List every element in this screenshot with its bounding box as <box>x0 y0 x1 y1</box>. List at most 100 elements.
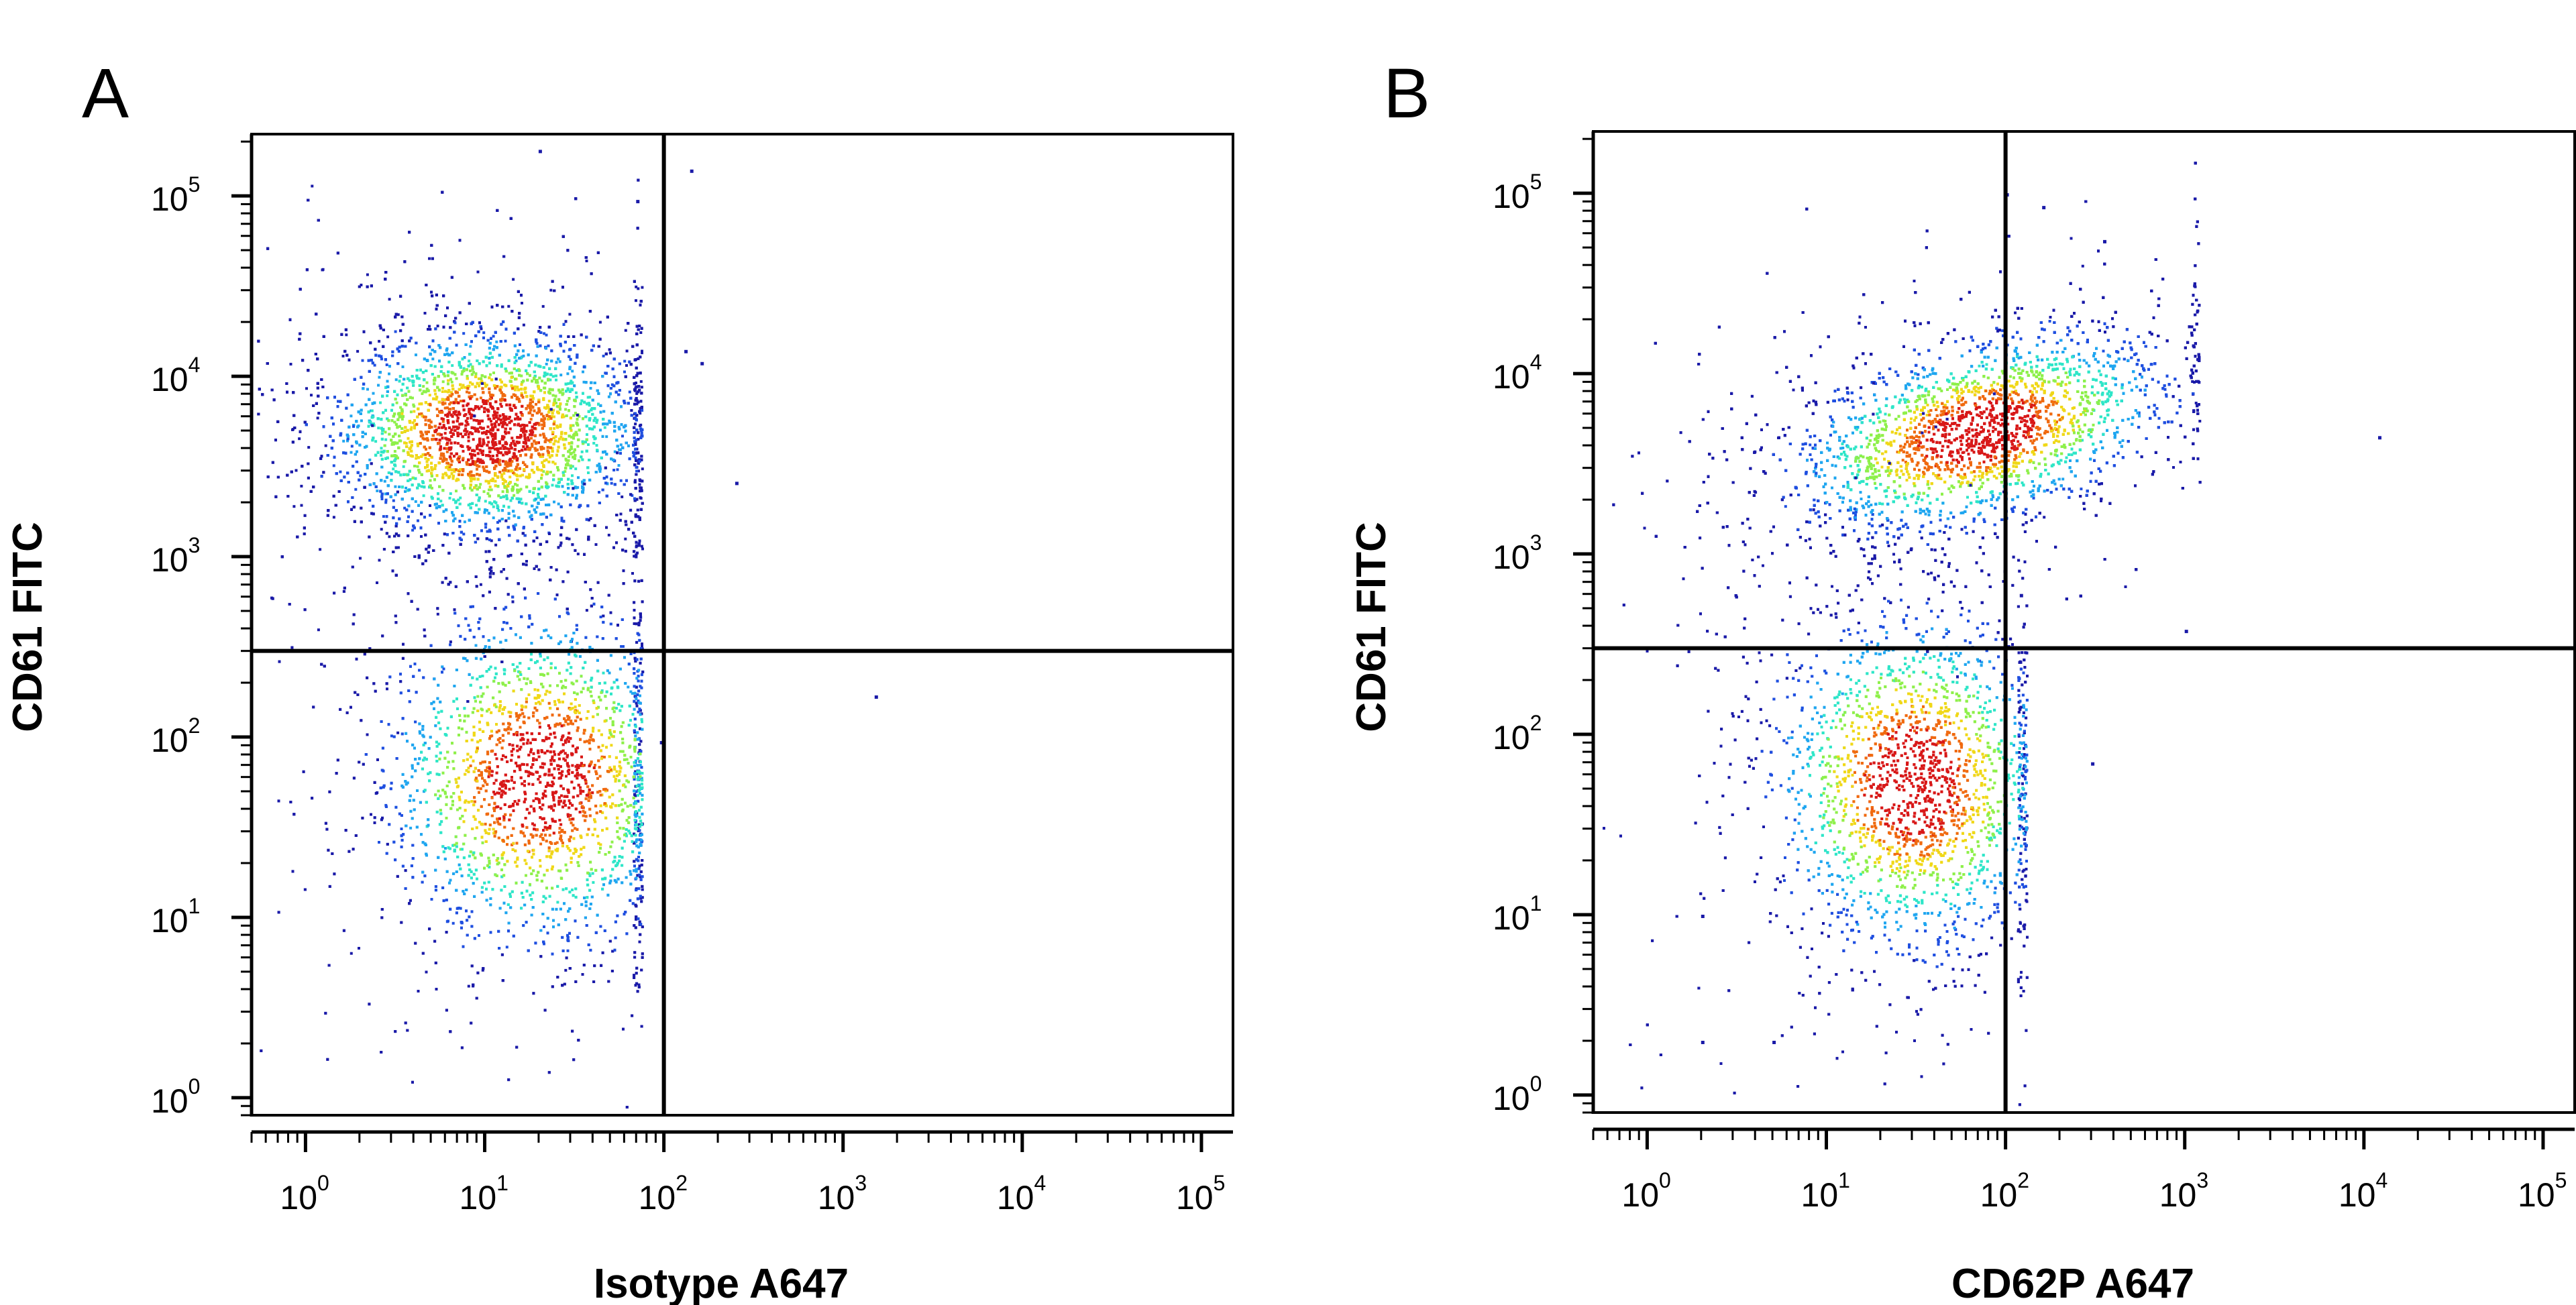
panel-a-event-dot <box>310 394 313 397</box>
panel-a-event-dot <box>347 481 350 484</box>
panel-a-event-dot <box>639 372 642 375</box>
panel-a-event-dot <box>384 431 387 434</box>
panel-a-event-dot <box>572 414 576 417</box>
panel-a-event-dot <box>293 427 297 429</box>
panel-a-event-dot <box>385 532 388 535</box>
panel-a-event-dot <box>593 524 596 527</box>
panel-a-event-dot <box>468 502 472 506</box>
panel-a-event-dot <box>312 404 315 407</box>
panel-a-event-dot <box>364 473 367 476</box>
panel-a-event-dot <box>400 339 404 343</box>
panel-a-event-dot <box>578 504 582 507</box>
panel-a-event-dot <box>407 592 410 595</box>
panel-a-event-dot <box>609 387 612 390</box>
panel-a-event-dot <box>458 502 462 506</box>
panel-a-event-dot <box>294 469 298 472</box>
panel-a-event-dot <box>569 464 572 467</box>
panel-a-event-dot <box>552 478 555 481</box>
panel-a-event-dot <box>517 327 520 331</box>
panel-a-event-dot <box>639 331 643 334</box>
panel-a-event-dot <box>466 580 469 583</box>
panel-a-event-dot <box>433 379 437 382</box>
panel-a-event-dot <box>346 435 350 438</box>
panel-a-event-dot <box>390 419 394 422</box>
panel-a-event-dot <box>595 444 598 447</box>
panel-a-event-dot <box>384 386 388 389</box>
panel-a-event-dot <box>591 427 594 431</box>
panel-a-event-dot <box>559 541 563 545</box>
panel-a-event-dot <box>394 398 397 401</box>
panel-a-event-dot <box>498 519 501 522</box>
panel-a-event-dot <box>526 372 529 376</box>
panel-a-event-dot <box>635 343 639 347</box>
panel-a-event-dot <box>573 457 576 460</box>
panel-a-event-dot <box>616 445 619 448</box>
panel-a-event-dot <box>380 528 383 531</box>
panel-a-event-dot <box>451 514 455 517</box>
panel-a-event-dot <box>379 401 382 404</box>
panel-a-event-dot <box>507 304 511 308</box>
panel-a-event-dot <box>360 408 363 412</box>
panel-a-event-dot <box>638 518 641 521</box>
panel-a-event-dot <box>577 438 580 441</box>
panel-a-event-dot <box>453 373 457 376</box>
panel-a-event-dot <box>398 486 401 488</box>
panel-a-event-dot <box>589 517 592 520</box>
panel-a-event-dot <box>635 382 637 384</box>
panel-a-event-dot <box>638 424 641 427</box>
panel-a-event-dot <box>585 335 588 339</box>
panel-a-event-dot <box>598 337 602 341</box>
panel-a-event-dot <box>564 467 568 470</box>
panel-a-event-dot <box>602 477 606 480</box>
panel-a-event-dot <box>327 509 330 512</box>
panel-a-event-dot <box>459 496 462 500</box>
panel-a-event-dot <box>571 494 574 497</box>
panel-a-event-dot <box>326 396 329 400</box>
panel-a-event-dot <box>385 515 388 518</box>
panel-a-event-dot <box>292 391 295 394</box>
panel-a-event-dot <box>631 572 634 575</box>
panel-a-event-dot <box>292 414 296 417</box>
panel-a-event-dot <box>339 400 342 403</box>
panel-a-event-dot <box>558 391 561 394</box>
panel-a-event-dot <box>633 480 637 484</box>
panel-a-event-dot <box>372 424 376 427</box>
panel-a-event-dot <box>343 475 346 479</box>
panel-a-event-dot <box>554 374 557 378</box>
panel-a-event-dot <box>403 402 407 406</box>
panel-a-event-dot <box>384 408 387 412</box>
panel-a-event-dot <box>360 520 363 524</box>
panel-a-event-dot <box>359 474 362 477</box>
panel-a-event-dot <box>640 489 643 492</box>
panel-a-event-dot <box>436 325 439 328</box>
panel-a-event-dot <box>378 324 382 327</box>
panel-a-event-dot <box>488 361 491 365</box>
panel-a-event-dot <box>532 491 535 494</box>
panel-a-event-dot <box>380 450 383 453</box>
panel-a-event-dot <box>377 427 380 430</box>
panel-a-event-dot <box>635 451 638 455</box>
panel-a-event-dot <box>640 431 643 435</box>
panel-a-event-dot <box>495 346 498 349</box>
panel-a-event-dot <box>541 304 545 308</box>
panel-a-event-dot <box>637 544 641 547</box>
panel-a-event-dot <box>569 466 572 469</box>
panel-a-event-dot <box>343 586 346 589</box>
panel-a-event-dot <box>435 293 438 296</box>
panel-a-event-dot <box>547 486 550 488</box>
panel-a-event-dot <box>388 298 391 301</box>
panel-a-event-dot <box>307 446 311 449</box>
panel-a-event-dot <box>492 348 495 351</box>
panel-a-event-dot <box>594 416 597 420</box>
panel-a-event-dot <box>482 490 486 494</box>
panel-a-event-dot <box>606 422 609 426</box>
panel-a-event-dot <box>537 479 540 483</box>
panel-a-event-dot <box>602 422 605 426</box>
panel-a-event-dot <box>607 395 610 398</box>
panel-a-event-dot <box>590 604 593 608</box>
panel-a-event-dot <box>541 498 545 501</box>
panel-a-event-dot <box>426 359 429 362</box>
panel-a-event-dot <box>316 416 319 420</box>
panel-a-event-dot <box>588 478 592 481</box>
panel-a-event-dot <box>411 476 415 479</box>
